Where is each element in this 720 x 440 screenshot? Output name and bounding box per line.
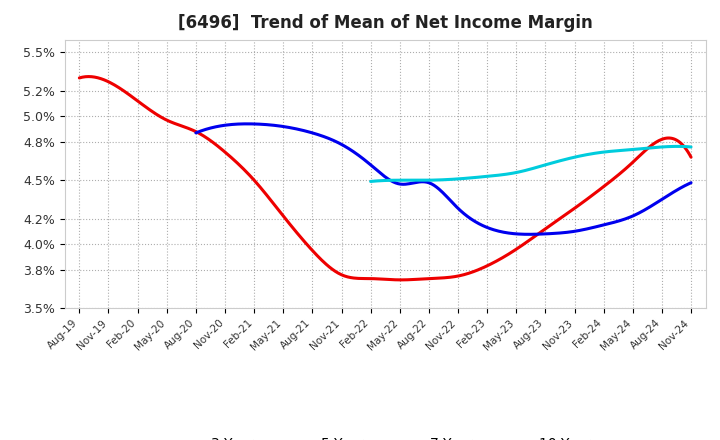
Title: [6496]  Trend of Mean of Net Income Margin: [6496] Trend of Mean of Net Income Margi… [178,15,593,33]
Legend: 3 Years, 5 Years, 7 Years, 10 Years: 3 Years, 5 Years, 7 Years, 10 Years [167,432,603,440]
